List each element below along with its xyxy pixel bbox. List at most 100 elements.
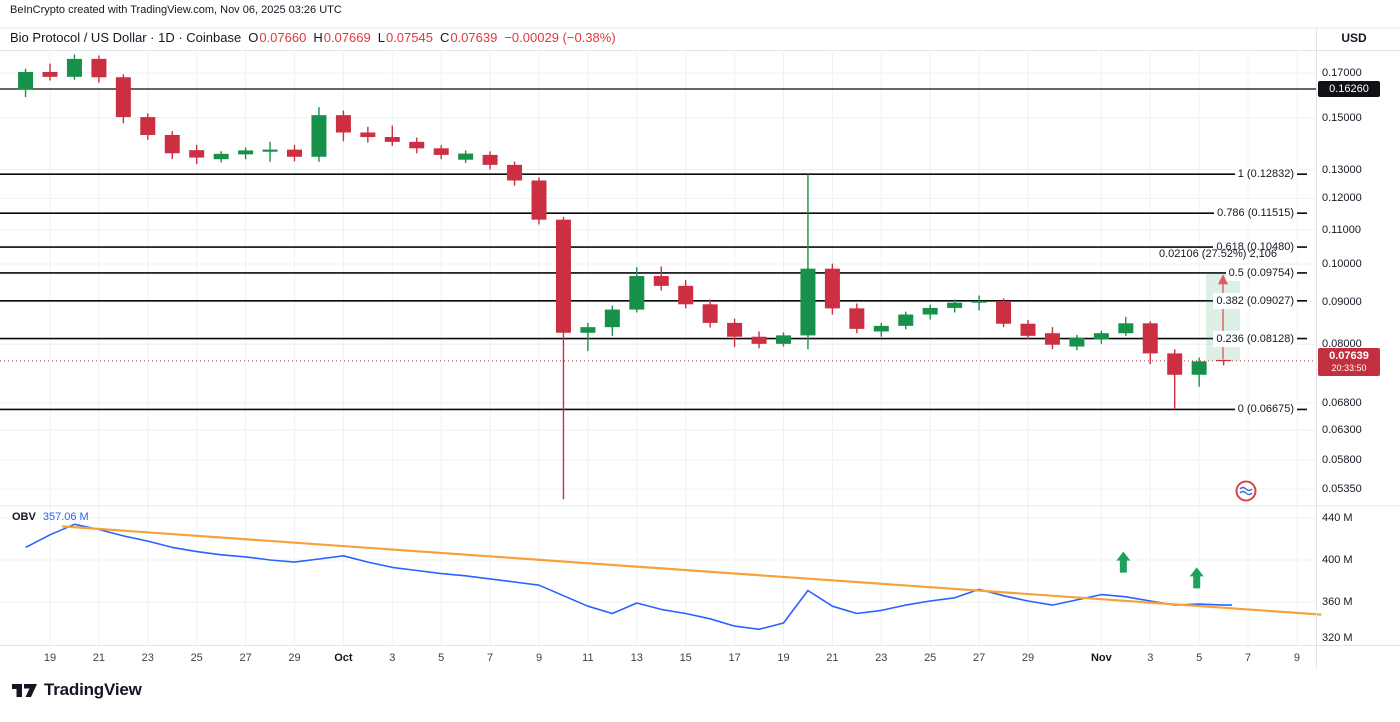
candle-up (213, 153, 229, 160)
candle-up (238, 150, 254, 155)
candle-down (140, 117, 156, 135)
time-tick-label: Oct (334, 652, 353, 664)
candle-up (1191, 361, 1207, 375)
time-tick-label: 3 (1147, 652, 1154, 664)
price-tick-label: 0.17000 (1322, 67, 1362, 79)
obv-line[interactable] (25, 523, 1232, 631)
candle-up (898, 314, 914, 326)
obv-indicator-header[interactable]: OBV 357.06 M (12, 511, 89, 523)
candle-up (947, 302, 963, 308)
time-tick-label: 9 (1293, 652, 1300, 664)
ohlc-high-label: H (313, 30, 323, 45)
time-tick-label: 17 (728, 652, 741, 664)
ohlc-open-label: O (248, 30, 259, 45)
measurement-arrow-head (1218, 274, 1228, 285)
fib-level-label: 0.5 (0.09754) (1225, 264, 1297, 281)
candle-up (66, 58, 82, 77)
candle-down (555, 219, 571, 333)
time-tick-label: 11 (582, 652, 594, 664)
candle-down (702, 304, 718, 323)
candle-down (653, 276, 669, 286)
candle-up (262, 149, 278, 152)
time-tick-label: 21 (92, 652, 106, 664)
candle-down (824, 268, 840, 309)
price-tick-label: 0.12000 (1322, 192, 1362, 205)
candle-down (433, 148, 449, 155)
ohlc-low-value: 0.07545 (385, 30, 433, 45)
time-tick-label: Nov (1090, 652, 1112, 664)
time-tick-label: 13 (630, 652, 643, 664)
price-tick-label: 0.08000 (1322, 338, 1362, 351)
candle-down (507, 164, 523, 181)
coin-logo-icon (1234, 479, 1258, 503)
candle-down (1216, 359, 1232, 362)
up-arrow[interactable] (1189, 567, 1204, 589)
price-axis-currency-label: USD (1341, 31, 1367, 45)
candle-down (409, 141, 425, 149)
obv-tick-label: 400 M (1322, 554, 1353, 566)
time-tick-label: 21 (826, 652, 839, 664)
candle-down (42, 71, 58, 77)
obv-label: OBV (12, 511, 36, 523)
candle-down (1020, 323, 1036, 336)
candle-up (311, 115, 327, 157)
obv-tick-label: 360 M (1322, 596, 1353, 608)
change-value: −0.00029 (−0.38%) (504, 30, 616, 45)
candle-up (922, 307, 938, 315)
candle-down (1167, 353, 1183, 375)
time-tick-label: 5 (1196, 652, 1203, 664)
tradingview-mark-icon (12, 683, 37, 697)
time-tick-label: 25 (190, 652, 203, 664)
symbol-header: Bio Protocol / US Dollar · 1D · Coinbase… (10, 30, 616, 45)
price-axis[interactable] (1316, 28, 1400, 645)
candle-down (678, 285, 694, 305)
obv-value: 357.06 M (42, 511, 89, 523)
candle-up (580, 327, 596, 333)
ohlc-low-label: L (377, 30, 385, 45)
up-arrow[interactable] (1116, 551, 1131, 573)
candle-down (360, 132, 376, 138)
price-tick-label: 0.06800 (1322, 396, 1362, 409)
time-tick-label: 3 (389, 652, 396, 664)
candle-up (1118, 323, 1134, 334)
symbol-title[interactable]: Bio Protocol / US Dollar · 1D · Coinbase (10, 30, 242, 45)
price-tick-label: 0.09000 (1322, 295, 1362, 308)
price-tick-label: 0.11000 (1322, 223, 1361, 236)
fib-level-label: 0 (0.06675) (1234, 401, 1297, 418)
time-tick-label: 15 (679, 652, 692, 664)
candle-up (458, 153, 474, 160)
obv-trendline[interactable] (62, 525, 1322, 616)
time-tick-label: 7 (1244, 652, 1252, 664)
candle-up (18, 71, 34, 90)
time-tick-label: 19 (777, 652, 790, 664)
time-axis[interactable] (0, 646, 1316, 668)
candle-up (629, 276, 645, 310)
price-level-badge: 0.16260 (1318, 81, 1380, 97)
candle-up (604, 309, 620, 328)
fib-level-label: 0.618 (0.10480) (1213, 239, 1297, 256)
price-tick-label: 0.10000 (1322, 257, 1362, 270)
candle-down (1044, 333, 1060, 345)
ohlc-high-value: 0.07669 (323, 30, 371, 45)
ohlc-open-value: 0.07660 (259, 30, 307, 45)
fib-level-label: 1 (0.12832) (1234, 166, 1297, 183)
candle-countdown: 20:33:50 (1331, 363, 1367, 373)
time-tick-label: 29 (1021, 652, 1035, 664)
tradingview-logo[interactable]: TradingView (12, 680, 142, 700)
time-tick-label: 9 (535, 652, 543, 664)
candle-up (800, 268, 816, 336)
time-tick-label: 27 (239, 652, 252, 664)
candle-down (91, 58, 107, 78)
candle-down (164, 134, 180, 154)
candle-up (873, 325, 889, 332)
candle-down (384, 137, 400, 142)
time-tick-label: 23 (875, 652, 888, 664)
obv-tick-label: 320 M (1322, 632, 1353, 644)
ohlc-close-label: C (439, 30, 450, 45)
ohlc-close-value: 0.07639 (450, 30, 498, 45)
time-tick-label: 23 (141, 652, 154, 664)
time-tick-label: 29 (288, 652, 301, 664)
